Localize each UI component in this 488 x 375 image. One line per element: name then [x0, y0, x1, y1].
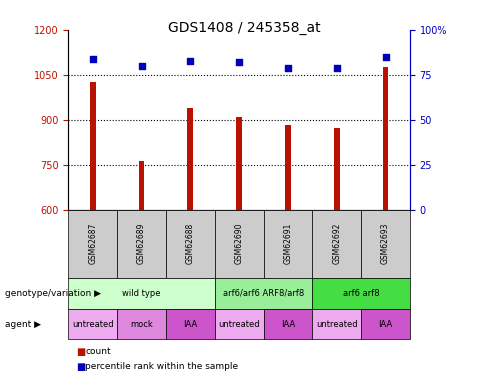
Text: GSM62688: GSM62688 — [186, 223, 195, 264]
Bar — [285, 125, 291, 210]
Point — [382, 54, 389, 60]
Bar — [383, 68, 388, 210]
Bar — [334, 128, 340, 210]
Point — [89, 56, 97, 62]
Point — [333, 65, 341, 71]
Text: GSM62689: GSM62689 — [137, 223, 146, 264]
Text: GSM62687: GSM62687 — [88, 223, 97, 264]
Text: arf6 arf8: arf6 arf8 — [343, 289, 380, 298]
Bar — [236, 117, 242, 210]
Text: ■: ■ — [76, 347, 85, 357]
Point — [284, 65, 292, 71]
Bar — [90, 82, 96, 210]
Point — [235, 59, 243, 65]
Text: GDS1408 / 245358_at: GDS1408 / 245358_at — [168, 21, 320, 34]
Text: percentile rank within the sample: percentile rank within the sample — [85, 362, 239, 371]
Text: IAA: IAA — [281, 320, 295, 329]
Text: GSM62691: GSM62691 — [284, 223, 292, 264]
Bar — [139, 161, 144, 210]
Text: GSM62692: GSM62692 — [332, 223, 341, 264]
Text: IAA: IAA — [378, 320, 393, 329]
Text: ■: ■ — [76, 362, 85, 372]
Bar — [187, 108, 193, 210]
Text: genotype/variation ▶: genotype/variation ▶ — [5, 289, 101, 298]
Text: wild type: wild type — [122, 289, 161, 298]
Text: GSM62690: GSM62690 — [235, 223, 244, 264]
Text: GSM62693: GSM62693 — [381, 223, 390, 264]
Text: IAA: IAA — [183, 320, 198, 329]
Text: arf6/arf6 ARF8/arf8: arf6/arf6 ARF8/arf8 — [223, 289, 304, 298]
Text: untreated: untreated — [218, 320, 260, 329]
Text: agent ▶: agent ▶ — [5, 320, 41, 329]
Text: untreated: untreated — [316, 320, 358, 329]
Point — [138, 63, 145, 69]
Text: untreated: untreated — [72, 320, 114, 329]
Text: mock: mock — [130, 320, 153, 329]
Text: count: count — [85, 347, 111, 356]
Point — [186, 58, 194, 64]
